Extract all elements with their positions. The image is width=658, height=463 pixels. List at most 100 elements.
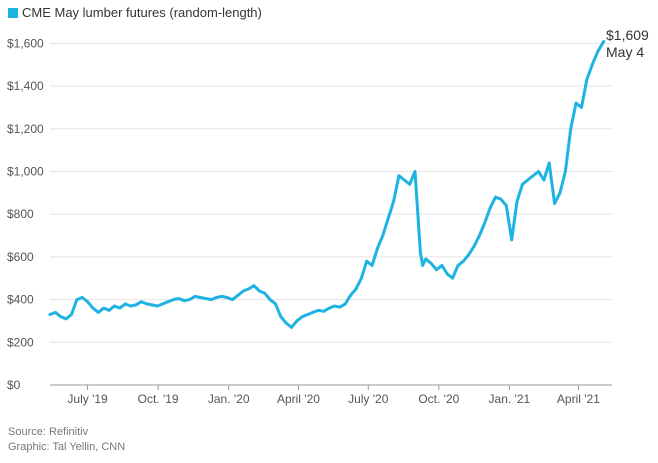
data-point xyxy=(263,291,267,295)
data-point xyxy=(440,264,444,267)
data-point xyxy=(580,106,583,109)
x-tick-label: April '20 xyxy=(277,392,320,406)
data-point xyxy=(317,308,320,312)
x-tick-label: Jan. '20 xyxy=(208,392,250,406)
data-point xyxy=(182,299,186,303)
data-point xyxy=(161,302,165,306)
data-point xyxy=(402,178,406,182)
data-point xyxy=(215,296,218,299)
source-note: Source: Refinitiv xyxy=(8,426,89,438)
data-point xyxy=(274,302,277,306)
graphic-credit: Graphic: Tal Yellin, CNN xyxy=(8,441,126,453)
data-point xyxy=(198,296,202,299)
data-point xyxy=(421,264,425,267)
data-point xyxy=(537,170,540,173)
data-point xyxy=(563,170,567,173)
x-tick-label: Oct. '19 xyxy=(138,392,179,406)
data-point xyxy=(64,317,68,321)
data-point xyxy=(113,304,116,308)
data-point xyxy=(504,204,508,208)
data-point xyxy=(467,253,471,257)
data-point xyxy=(499,197,503,201)
data-point xyxy=(338,305,342,309)
x-tick-label: Oct. '20 xyxy=(418,392,459,406)
annotation-date: May 4 xyxy=(606,44,645,60)
data-point xyxy=(558,191,562,195)
series-line xyxy=(48,39,606,329)
y-tick-label: $600 xyxy=(7,250,34,264)
y-tick-label: $0 xyxy=(7,378,21,392)
data-point xyxy=(333,304,336,308)
x-tick-label: July '20 xyxy=(348,392,389,406)
data-point xyxy=(585,78,589,82)
data-point xyxy=(209,298,213,301)
data-point xyxy=(472,244,476,248)
data-point xyxy=(300,315,304,319)
data-point xyxy=(134,303,138,307)
data-point xyxy=(236,293,240,297)
data-point xyxy=(370,264,374,267)
data-point xyxy=(451,276,455,280)
legend: CME May lumber futures (random-length) xyxy=(8,5,262,20)
data-point xyxy=(231,298,234,301)
data-point xyxy=(257,289,261,293)
data-point xyxy=(145,302,149,306)
data-point xyxy=(96,311,100,314)
data-point xyxy=(574,101,578,105)
data-point xyxy=(386,217,390,220)
data-point xyxy=(306,313,310,316)
data-point xyxy=(279,315,283,319)
x-tick-label: Jan. '21 xyxy=(489,392,531,406)
data-point xyxy=(75,298,79,301)
data-point xyxy=(445,272,449,276)
data-point xyxy=(510,238,514,242)
data-point xyxy=(284,321,288,325)
data-point xyxy=(129,304,132,308)
chart-title: CME May lumber futures (random-length) xyxy=(22,5,262,20)
data-point xyxy=(247,287,251,291)
data-point xyxy=(91,306,95,310)
data-point xyxy=(456,264,460,267)
data-point xyxy=(461,259,465,263)
data-point xyxy=(123,302,127,306)
data-point xyxy=(70,313,73,316)
data-point xyxy=(80,296,84,299)
data-point xyxy=(349,293,353,297)
data-point xyxy=(188,298,191,301)
data-point xyxy=(515,199,519,203)
data-point xyxy=(107,308,111,312)
data-point xyxy=(553,202,557,205)
data-point xyxy=(494,195,497,199)
data-point xyxy=(268,298,272,301)
data-point xyxy=(547,161,551,165)
data-point xyxy=(204,297,208,300)
data-point xyxy=(295,319,299,323)
x-tick-label: April '21 xyxy=(557,392,600,406)
data-point xyxy=(569,127,573,131)
data-point xyxy=(166,300,170,304)
data-point xyxy=(155,304,159,308)
data-point xyxy=(150,303,154,307)
y-tick-label: $1,400 xyxy=(7,79,44,93)
data-point xyxy=(290,325,293,329)
data-point xyxy=(322,309,326,313)
data-point xyxy=(526,178,530,182)
data-point xyxy=(53,311,57,314)
data-point xyxy=(424,257,428,261)
data-point xyxy=(408,182,412,186)
data-point xyxy=(354,287,358,291)
y-tick-label: $800 xyxy=(7,207,34,221)
data-point xyxy=(220,294,224,298)
data-point xyxy=(225,296,229,299)
data-point xyxy=(521,182,524,186)
data-point xyxy=(413,170,417,173)
annotation-value: $1,609 xyxy=(606,27,649,43)
data-point xyxy=(381,234,385,237)
data-point xyxy=(241,289,245,293)
data-point xyxy=(596,50,599,54)
data-point xyxy=(48,313,52,316)
data-point xyxy=(59,315,63,319)
data-point xyxy=(419,251,422,255)
y-tick-label: $400 xyxy=(7,293,34,307)
data-point xyxy=(252,284,256,288)
